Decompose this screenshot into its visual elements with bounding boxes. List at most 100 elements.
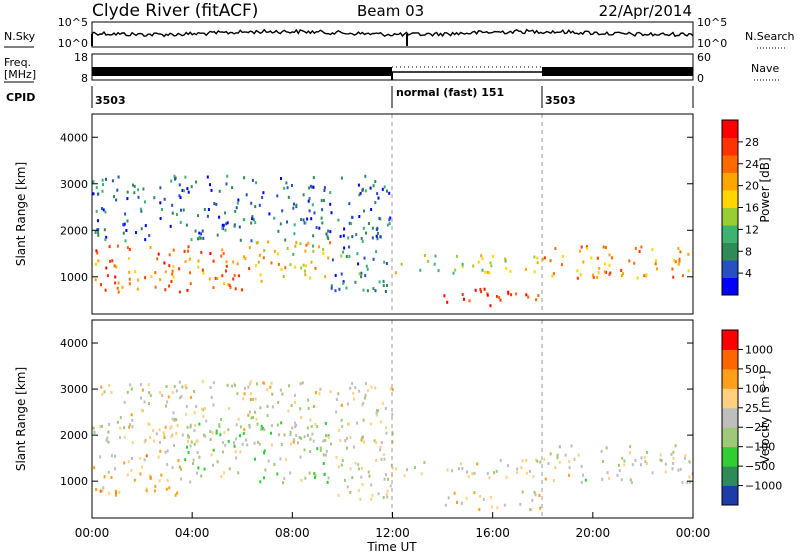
heatmap-cell [212,403,215,407]
heatmap-cell [672,456,675,460]
heatmap-cell [236,392,239,396]
colorbar-tick-label: 1000 [745,343,773,356]
heatmap-cell [276,423,279,427]
heatmap-cell [231,384,233,388]
heatmap-cell [342,280,345,284]
heatmap-cell [327,237,330,241]
colorbar-cell [722,120,738,138]
heatmap-cell [225,182,228,186]
range-tick-label: 3000 [60,383,88,396]
heatmap-cell [184,260,187,263]
heatmap-cell [250,392,252,396]
heatmap-cell [251,178,254,182]
heatmap-cell [156,257,159,261]
cpid-segment-2: normal (fast) 151 [396,86,504,99]
heatmap-cell [477,260,480,264]
heatmap-cell [536,256,539,260]
heatmap-cell [629,478,632,482]
heatmap-cell [292,438,295,441]
heatmap-cell [223,431,226,435]
heatmap-cell [349,491,352,494]
heatmap-cell [103,228,106,232]
heatmap-cell [353,445,355,449]
heatmap-cell [365,264,368,268]
heatmap-cell [300,436,303,440]
heatmap-cell [165,404,167,408]
heatmap-cell [634,246,637,250]
heatmap-cell [182,208,185,212]
heatmap-cell [173,385,176,389]
heatmap-cell [366,267,369,271]
heatmap-cell [605,446,608,450]
range-tick-label: 1000 [60,271,88,284]
heatmap-cell [580,245,583,249]
heatmap-cell [241,442,244,446]
heatmap-cell [672,450,675,454]
heatmap-cell [257,260,260,264]
heatmap-cell [318,392,321,396]
heatmap-cell [102,208,105,212]
heatmap-cell [367,389,369,393]
heatmap-cell [300,266,303,270]
heatmap-cell [253,441,256,445]
heatmap-cell [385,262,388,265]
heatmap-cell [281,392,284,396]
heatmap-cell [351,235,354,239]
heatmap-cell [645,461,648,465]
velocity-range-ticks: 4000 3000 2000 1000 [60,337,693,488]
heatmap-cell [122,231,125,235]
heatmap-cell [280,421,283,425]
heatmap-cell [113,264,116,268]
heatmap-cell [263,451,265,455]
heatmap-cell [377,231,379,235]
heatmap-cell [187,245,190,249]
heatmap-cell [162,431,165,435]
heatmap-cell [111,179,114,183]
heatmap-cell [276,472,279,476]
heatmap-cell [186,187,189,191]
heatmap-cell [323,186,326,190]
heatmap-cell [322,439,325,443]
heatmap-cell [381,187,384,191]
heatmap-cell [243,428,246,432]
heatmap-cell [486,293,489,297]
heatmap-cell [201,407,203,411]
heatmap-cell [364,189,367,193]
heatmap-cell [234,287,237,291]
heatmap-cell [342,250,345,254]
heatmap-cell [92,192,95,196]
time-axis-label: Time UT [366,540,417,554]
heatmap-cell [348,202,351,206]
heatmap-cell [531,498,534,502]
heatmap-cell [280,177,282,180]
heatmap-cell [95,249,98,253]
heatmap-cell [231,186,234,190]
heatmap-cell [170,435,173,438]
heatmap-cell [312,234,315,238]
heatmap-cell [362,402,365,405]
heatmap-cell [172,265,175,268]
heatmap-cell [360,438,363,442]
heatmap-cell [308,186,311,190]
time-tick-label: 20:00 [576,526,611,540]
heatmap-cell [369,186,372,190]
heatmap-cell [141,465,144,469]
heatmap-cell [154,271,157,275]
heatmap-cell [237,417,240,421]
heatmap-cell [153,439,155,443]
heatmap-cell [164,270,167,274]
heatmap-cell [195,440,198,444]
heatmap-cell [224,443,227,447]
heatmap-cell [362,288,365,292]
heatmap-cell [94,278,97,282]
heatmap-cell [181,385,184,389]
heatmap-cell [361,482,364,486]
heatmap-cell [212,286,215,290]
heatmap-cell [105,177,107,181]
heatmap-cell [351,381,354,385]
heatmap-cell [101,189,104,193]
heatmap-cell [623,459,626,463]
heatmap-cell [181,433,184,437]
heatmap-cell [276,194,279,198]
heatmap-cell [291,426,294,430]
